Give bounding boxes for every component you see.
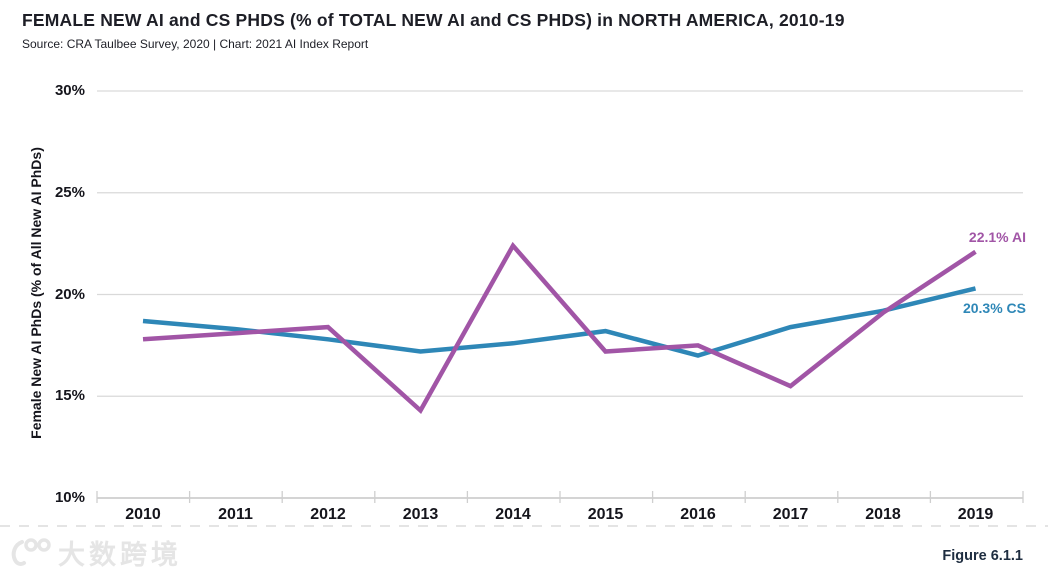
x-tick-label: 2015 bbox=[587, 506, 624, 523]
page-title: FEMALE NEW AI and CS PHDS (% of TOTAL NE… bbox=[22, 10, 845, 30]
x-tick-label: 2012 bbox=[310, 506, 346, 523]
x-tick-label: 2016 bbox=[680, 506, 716, 523]
series-line-cs bbox=[142, 286, 977, 358]
y-tick-label: 25% bbox=[54, 183, 85, 201]
watermark-logo-icon bbox=[8, 536, 52, 575]
cs-series-end-label: 20.3% CS bbox=[962, 300, 1026, 316]
series-line-ai bbox=[142, 241, 977, 415]
y-tick-label: 30% bbox=[54, 82, 85, 99]
watermark-text: 大数跨境 bbox=[58, 540, 182, 570]
ai-series-end-label: 22.1% AI bbox=[968, 229, 1026, 245]
figure-label: Figure 6.1.1 bbox=[942, 548, 1023, 564]
y-tick-label: 15% bbox=[54, 387, 85, 405]
x-tick-label: 2014 bbox=[495, 506, 531, 523]
x-tick-label: 2018 bbox=[865, 506, 901, 523]
x-tick-label: 2019 bbox=[957, 506, 994, 523]
watermark: 大数跨境 bbox=[8, 536, 182, 575]
dashed-divider bbox=[0, 525, 1048, 527]
source-caption: Source: CRA Taulbee Survey, 2020 | Chart… bbox=[22, 37, 369, 51]
y-tick-label: 10% bbox=[54, 489, 85, 506]
x-tick-label: 2013 bbox=[402, 506, 439, 523]
x-tick-label: 2017 bbox=[772, 506, 809, 523]
x-tick-label: 2011 bbox=[218, 506, 253, 523]
y-tick-label: 20% bbox=[54, 285, 85, 303]
x-tick-label: 2010 bbox=[125, 506, 161, 523]
